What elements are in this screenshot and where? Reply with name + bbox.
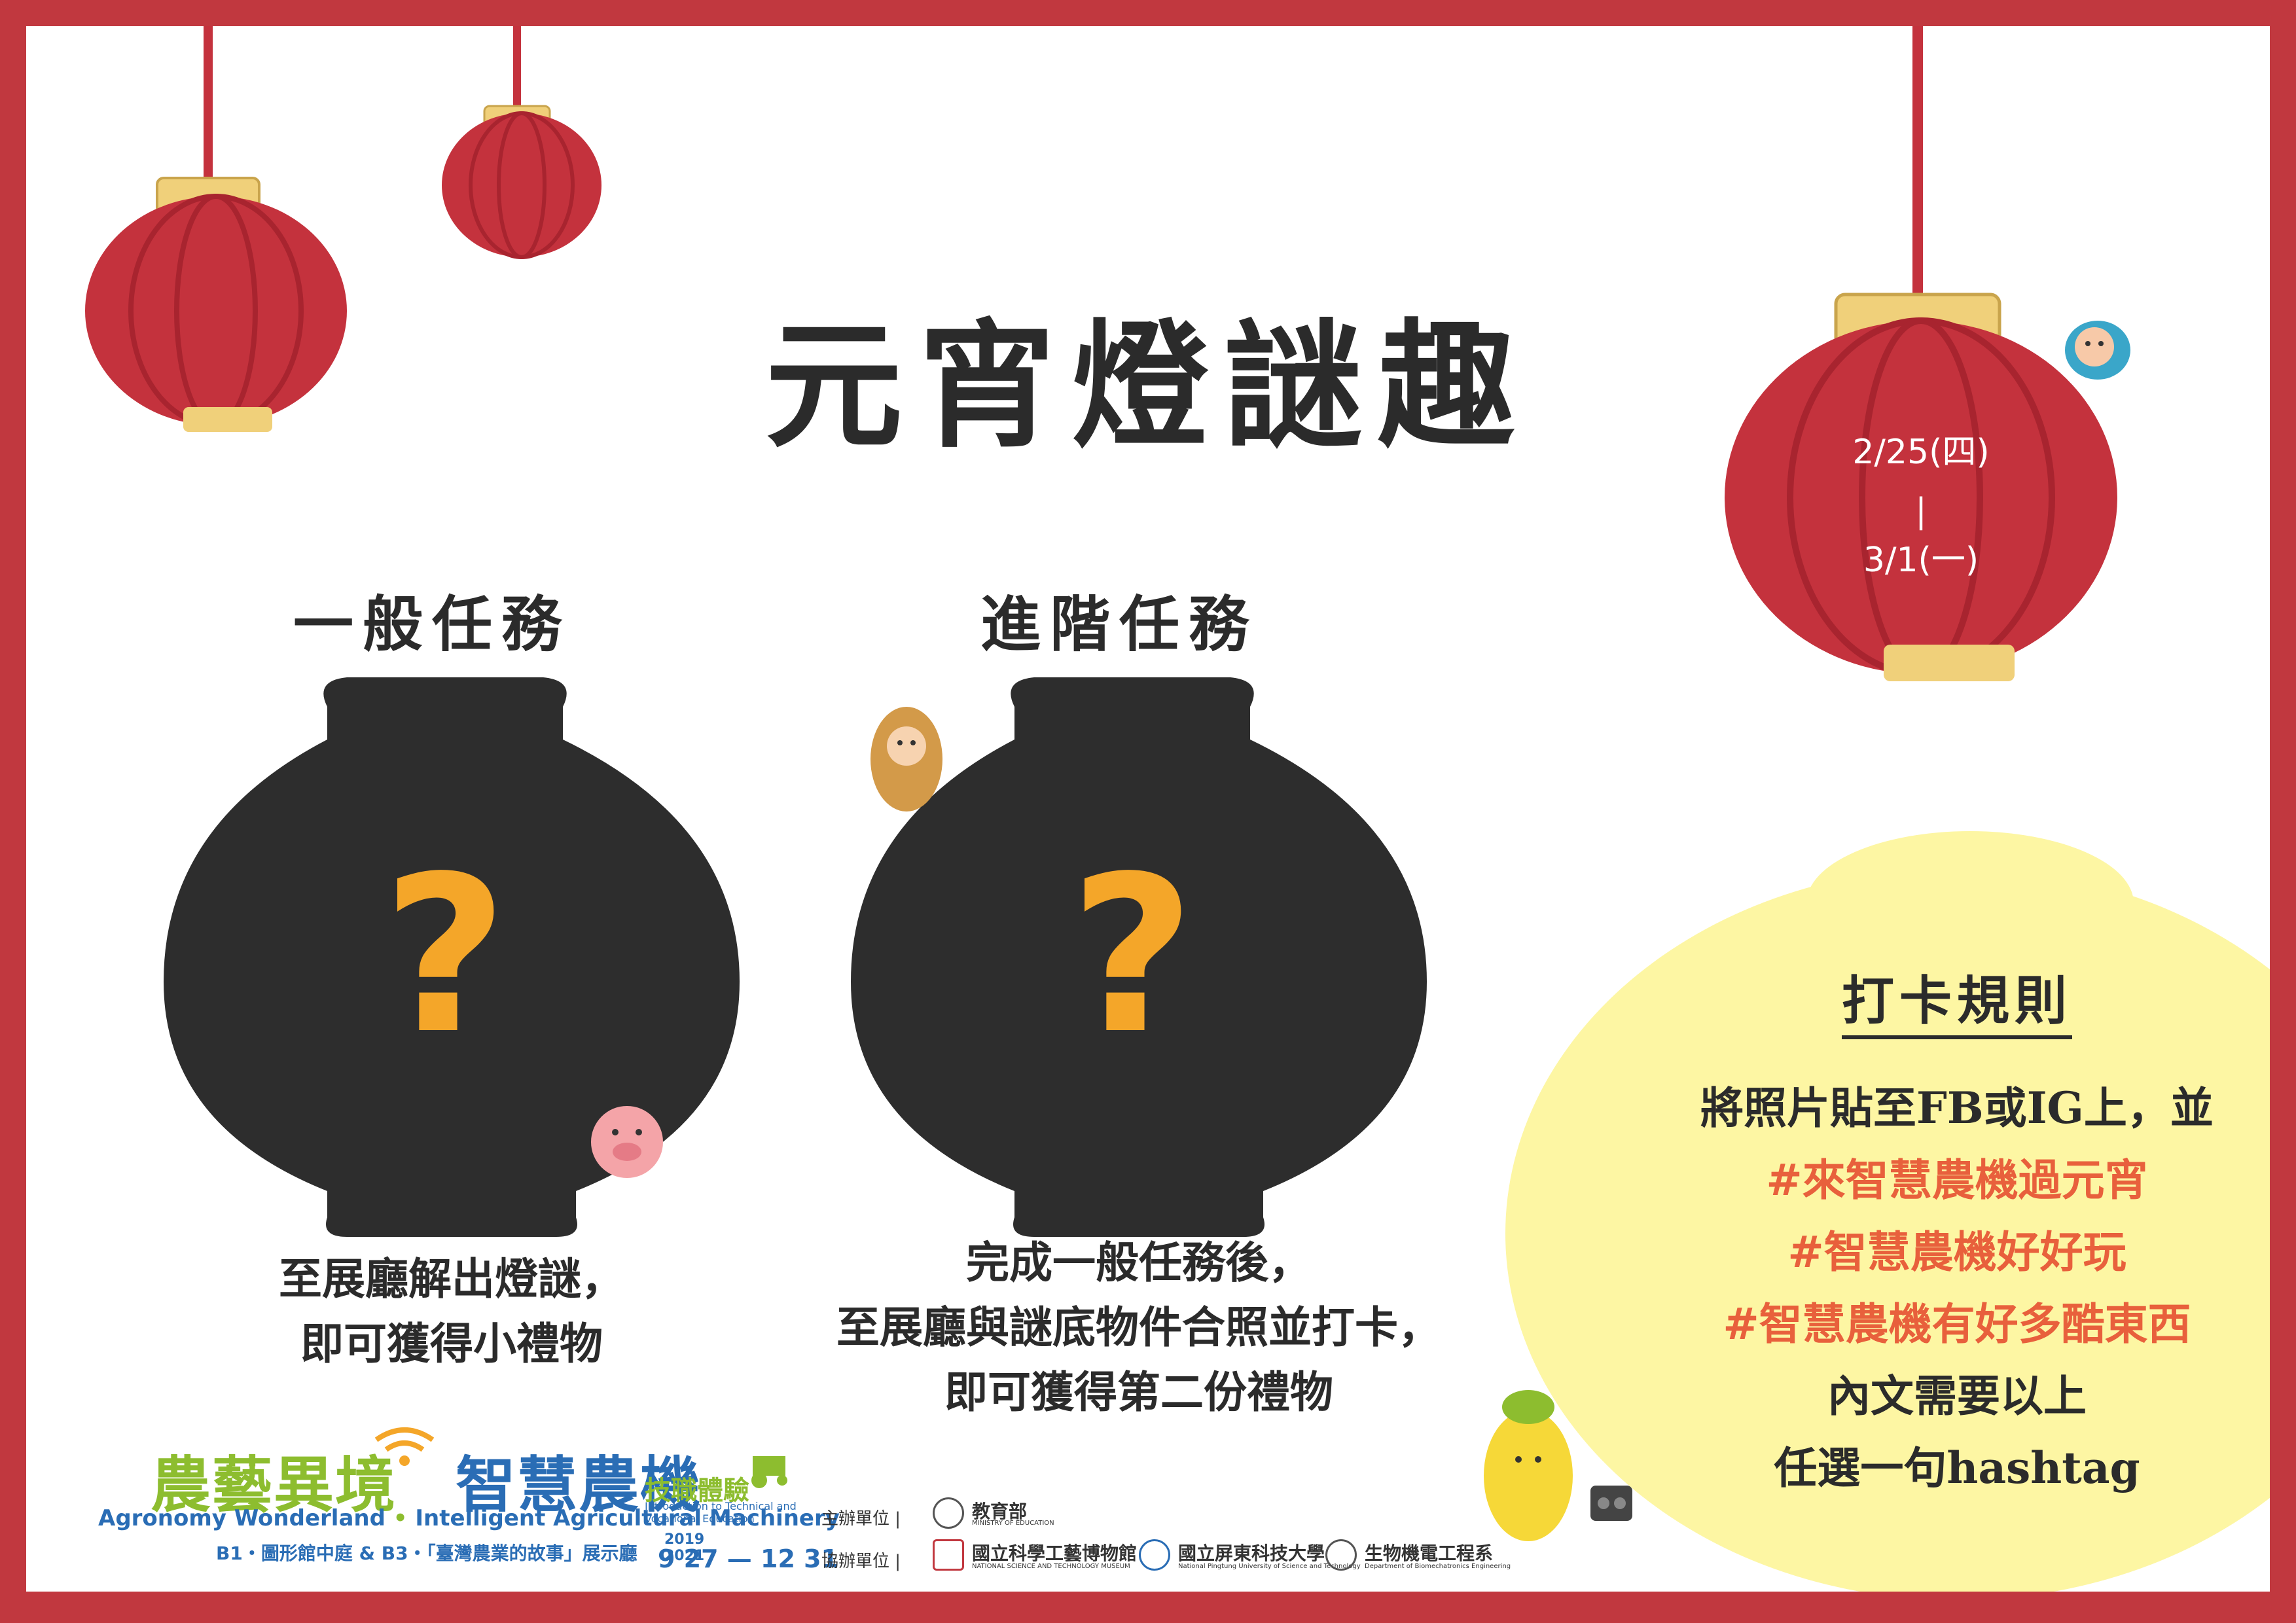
year-start: 2019 (664, 1531, 705, 1548)
advanced-task-description: 完成一般任務後， 至展廳與謎底物件合照並打卡， 即可獲得第二份禮物 (753, 1230, 1525, 1425)
logo-english-part-2: Intelligent Agricultural Machinery (415, 1505, 840, 1531)
logo-location: B1・圖形館中庭 & B3・「臺灣農業的故事」展示廳 (216, 1543, 637, 1564)
logo-title-blue: 智慧農機 (456, 1450, 702, 1520)
logo-skill-subtitle: Introduction to Technical and Vocational… (645, 1500, 797, 1525)
corn-character (1484, 1390, 1632, 1541)
logo-years: 2019 2021 (664, 1531, 795, 1564)
co-org-1-name: 國立科學工藝博物館 (972, 1543, 1138, 1564)
wheat-character (870, 707, 942, 812)
co-org-1-english: NATIONAL SCIENCE AND TECHNOLOGY MUSEUM (972, 1563, 1130, 1570)
rules-bubble-shape (1505, 831, 2296, 1600)
date-end: 3/1(一) (1863, 541, 1979, 580)
fish-character (2065, 321, 2130, 380)
rule-hashtag-1: #來智慧農機過元宵 (1766, 1154, 2148, 1205)
general-task-line-2: 即可獲得小禮物 (300, 1318, 603, 1369)
logo-english-sep: • (385, 1505, 416, 1531)
rule-line-choose: 任選一句hashtag (1774, 1442, 2140, 1493)
moe-logo-icon (933, 1497, 964, 1529)
advanced-task-line-2: 至展廳與謎底物件合照並打卡， (836, 1302, 1441, 1353)
rule-line-requirement: 內文需要以上 (1827, 1370, 2087, 1421)
general-task-heading: 一般任務 (293, 589, 571, 660)
pig-character (591, 1106, 663, 1178)
museum-logo-icon (933, 1539, 964, 1571)
exhibition-logo-title: 農藝異境 智慧農機 (151, 1436, 702, 1524)
logo-skill-label: 技職體驗 (645, 1476, 749, 1506)
advanced-task-question-mark: ? (1069, 830, 1195, 1081)
red-lantern-left (85, 26, 347, 432)
logo-date-range: 9 27 — 12 31 (658, 1544, 839, 1573)
red-lantern-small (442, 13, 601, 259)
department-logo-icon (1325, 1539, 1357, 1571)
logo-title-green: 農藝異境 (151, 1450, 397, 1520)
rule-line-intro: 將照片貼至FB或IG上，並 (1700, 1082, 2214, 1133)
co-org-2-name: 國立屏東科技大學 (1178, 1543, 1325, 1564)
mystery-lantern-left (164, 677, 740, 1237)
checkin-rules-heading: 打卡規則 (1590, 959, 2296, 1039)
advanced-task-line-1: 完成一般任務後， (966, 1237, 1312, 1288)
checkin-rules-heading-text: 打卡規則 (1842, 970, 2072, 1039)
date-start: 2/25(四) (1852, 433, 1990, 472)
rule-hashtag-2: #智慧農機好好玩 (1787, 1226, 2126, 1277)
co-organizer-label: 協辦單位 | (821, 1552, 901, 1571)
wifi-icon (374, 1427, 435, 1466)
advanced-task-heading: 進階任務 (980, 589, 1258, 660)
year-end: 2021 (664, 1548, 705, 1564)
logo-english-title: Agronomy Wonderland • Intelligent Agricu… (98, 1505, 840, 1531)
date-lantern-shape (1725, 23, 2117, 681)
co-org-3-english: Department of Biomechatronics Engineerin… (1365, 1563, 1511, 1570)
page-title: 元宵燈謎趣 (764, 305, 1531, 467)
mystery-lantern-right (851, 677, 1427, 1237)
co-org-2-english: National Pingtung University of Science … (1178, 1563, 1361, 1570)
logo-english-part-1: Agronomy Wonderland (98, 1505, 386, 1531)
general-task-question-mark: ? (382, 830, 508, 1081)
rule-hashtag-3: #智慧農機有好多酷東西 (1723, 1298, 2191, 1349)
host-label: 主辦單位 | (821, 1509, 901, 1529)
host-org-english: MINISTRY OF EDUCATION (972, 1520, 1054, 1527)
general-task-description: 至展廳解出燈謎， 即可獲得小禮物 (164, 1247, 740, 1376)
host-org-name: 教育部 (972, 1501, 1028, 1522)
co-org-3-name: 生物機電工程系 (1365, 1543, 1494, 1564)
general-task-line-1: 至展廳解出燈謎， (279, 1253, 624, 1304)
advanced-task-line-3: 即可獲得第二份禮物 (944, 1366, 1333, 1418)
date-separator: | (1915, 491, 1927, 531)
tractor-icon (751, 1456, 787, 1488)
npust-logo-icon (1139, 1539, 1170, 1571)
